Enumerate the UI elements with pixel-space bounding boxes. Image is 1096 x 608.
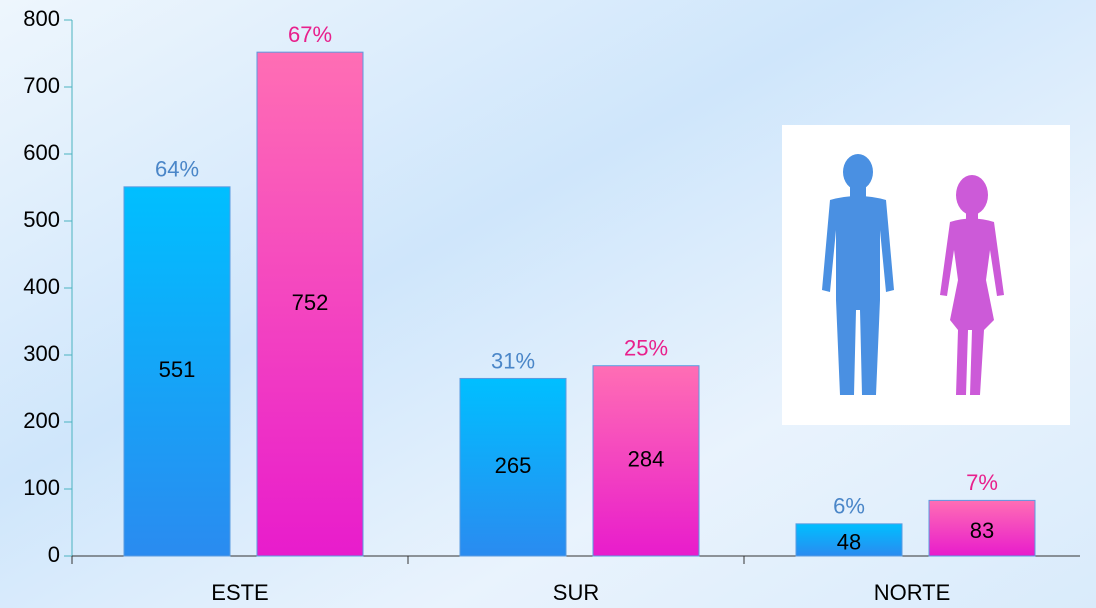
value-label: 265	[495, 453, 532, 478]
y-tick-label: 100	[23, 475, 60, 500]
share-label: 67%	[288, 22, 332, 47]
y-tick-label: 200	[23, 408, 60, 433]
share-label: 6%	[833, 494, 865, 519]
y-tick-label: 600	[23, 140, 60, 165]
value-label: 752	[292, 290, 329, 315]
y-tick-label: 300	[23, 341, 60, 366]
share-label: 25%	[624, 336, 668, 361]
people-illustration	[782, 125, 1070, 425]
share-label: 7%	[966, 470, 998, 495]
page: {"chart_data": {"type": "bar", "categori…	[0, 0, 1096, 608]
y-tick-label: 400	[23, 274, 60, 299]
value-label: 83	[970, 518, 994, 543]
share-label: 64%	[155, 157, 199, 182]
value-label: 48	[837, 530, 861, 555]
y-tick-label: 500	[23, 207, 60, 232]
x-tick-label: SUR	[553, 580, 599, 605]
x-tick-label: NORTE	[874, 580, 951, 605]
y-tick-label: 800	[23, 6, 60, 31]
x-tick-label: ESTE	[211, 580, 268, 605]
chart: 0 100 200 300 400 500 600 700 800 ESTE 551 64% 752 67…	[0, 0, 1096, 608]
y-tick-label: 700	[23, 73, 60, 98]
value-label: 284	[628, 447, 665, 472]
share-label: 31%	[491, 348, 535, 373]
value-label: 551	[159, 357, 196, 382]
y-tick-label: 0	[48, 542, 60, 567]
